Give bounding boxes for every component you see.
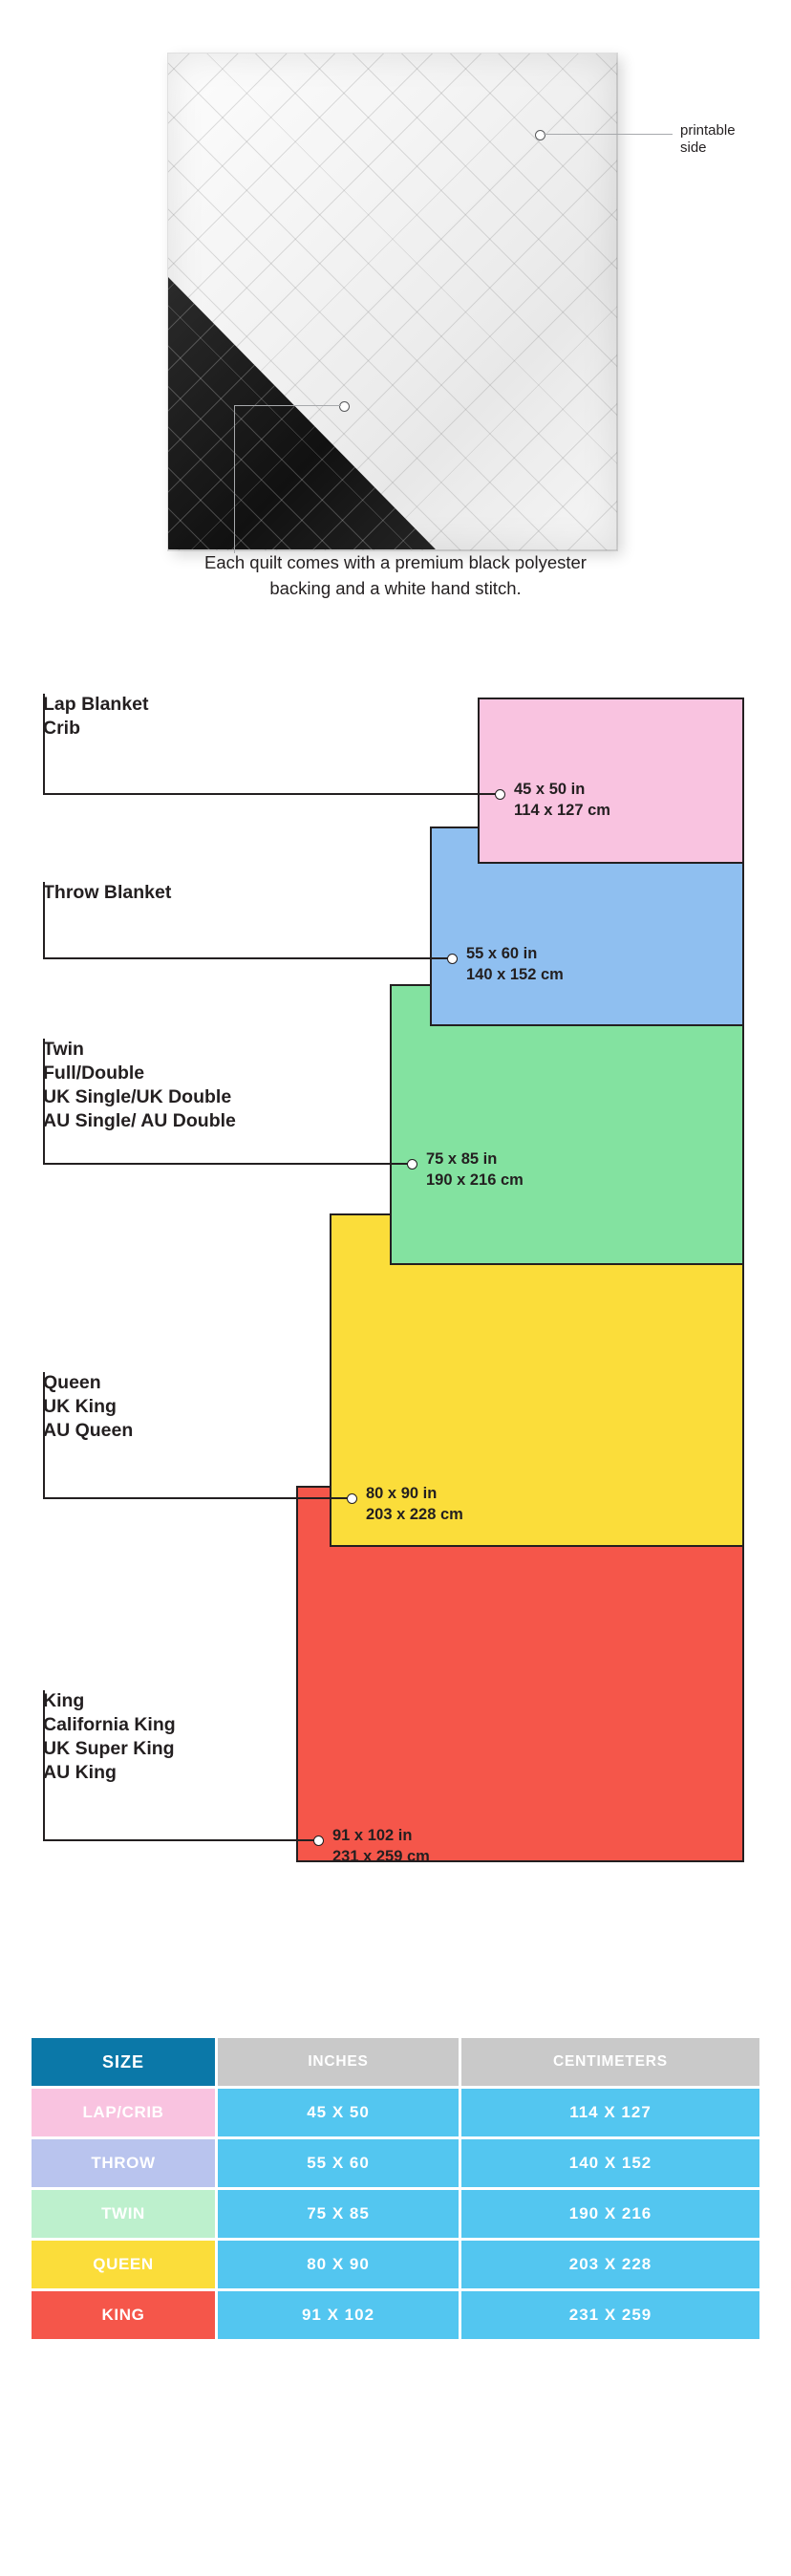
size-comparison-diagram: Lap Blanket Crib 45 x 50 in 114 x 127 cm…: [0, 659, 791, 1978]
table-header-row: SIZE INCHES CENTIMETERS: [32, 2038, 759, 2086]
table-cell-size-queen: QUEEN: [32, 2241, 215, 2288]
size-leader-vertical-twin: [43, 1039, 45, 1164]
size-label-king: King California King UK Super King AU Ki…: [43, 1690, 176, 1783]
quilt-illustration: printable side Each quilt comes with a p…: [0, 0, 791, 598]
printable-side-callout-line: [544, 134, 673, 136]
backing-callout-line-vertical: [234, 405, 236, 553]
size-dim-king-inches: 91 x 102 in: [332, 1827, 413, 1844]
table-header-size: SIZE: [32, 2038, 215, 2086]
table-cell-cm-queen: 203 X 228: [461, 2241, 759, 2288]
quilt-caption-line-1: Each quilt comes with a premium black po…: [204, 552, 587, 572]
size-leader-horizontal-queen: [43, 1497, 348, 1499]
table-cell-size-throw: THROW: [32, 2139, 215, 2187]
size-label-queen: Queen UK King AU Queen: [43, 1372, 134, 1441]
size-label-twin: Twin Full/Double UK Single/UK Double AU …: [43, 1039, 236, 1131]
size-dot-throw: [447, 954, 458, 964]
size-rect-queen: [330, 1213, 744, 1547]
backing-callout-dot: [339, 401, 350, 412]
table-cell-inches-queen: 80 X 90: [218, 2241, 459, 2288]
size-dim-twin-cm: 190 x 216 cm: [426, 1171, 524, 1189]
table-cell-cm-twin: 190 X 216: [461, 2190, 759, 2238]
size-table: SIZE INCHES CENTIMETERS LAP/CRIB 45 X 50…: [29, 2035, 762, 2342]
size-table-element: SIZE INCHES CENTIMETERS LAP/CRIB 45 X 50…: [29, 2035, 762, 2342]
table-cell-inches-crib: 45 X 50: [218, 2089, 459, 2136]
size-dim-throw-cm: 140 x 152 cm: [466, 966, 564, 983]
backing-callout-line-horizontal: [234, 405, 341, 407]
size-dim-queen-cm: 203 x 228 cm: [366, 1506, 463, 1523]
size-label-crib: Lap Blanket Crib: [43, 694, 149, 739]
table-header-inches: INCHES: [218, 2038, 459, 2086]
size-dot-twin: [407, 1159, 417, 1170]
size-rect-crib: [478, 698, 744, 864]
size-leader-horizontal-twin: [43, 1163, 408, 1165]
quilt-caption: Each quilt comes with a premium black po…: [0, 549, 791, 601]
size-dim-crib-inches: 45 x 50 in: [514, 781, 586, 798]
size-leader-vertical-throw: [43, 882, 45, 958]
size-dim-queen-inches: 80 x 90 in: [366, 1485, 438, 1502]
table-row: KING 91 X 102 231 X 259: [32, 2291, 759, 2339]
size-leader-vertical-crib: [43, 694, 45, 794]
table-row: QUEEN 80 X 90 203 X 228: [32, 2241, 759, 2288]
size-dim-king-cm: 231 x 259 cm: [332, 1848, 430, 1865]
size-rect-twin: [390, 984, 744, 1265]
table-row: THROW 55 X 60 140 X 152: [32, 2139, 759, 2187]
table-cell-inches-throw: 55 X 60: [218, 2139, 459, 2187]
size-dot-queen: [347, 1493, 357, 1504]
size-dot-crib: [495, 789, 505, 800]
size-label-throw: Throw Blanket: [43, 882, 172, 903]
size-dim-throw-inches: 55 x 60 in: [466, 945, 538, 962]
size-leader-vertical-queen: [43, 1372, 45, 1498]
size-leader-horizontal-king: [43, 1839, 314, 1841]
table-cell-size-twin: TWIN: [32, 2190, 215, 2238]
printable-side-callout-dot: [535, 130, 545, 140]
table-cell-size-crib: LAP/CRIB: [32, 2089, 215, 2136]
table-row: LAP/CRIB 45 X 50 114 X 127: [32, 2089, 759, 2136]
table-cell-size-king: KING: [32, 2291, 215, 2339]
size-dot-king: [313, 1835, 324, 1846]
size-leader-horizontal-crib: [43, 793, 496, 795]
table-cell-inches-twin: 75 X 85: [218, 2190, 459, 2238]
printable-side-label: printable side: [680, 122, 736, 156]
size-dim-twin-inches: 75 x 85 in: [426, 1150, 498, 1168]
table-cell-inches-king: 91 X 102: [218, 2291, 459, 2339]
quilt-caption-line-2: backing and a white hand stitch.: [269, 578, 522, 598]
table-cell-cm-crib: 114 X 127: [461, 2089, 759, 2136]
table-cell-cm-king: 231 X 259: [461, 2291, 759, 2339]
table-cell-cm-throw: 140 X 152: [461, 2139, 759, 2187]
size-leader-vertical-king: [43, 1690, 45, 1840]
size-dim-crib-cm: 114 x 127 cm: [514, 802, 610, 819]
size-leader-horizontal-throw: [43, 957, 448, 959]
table-header-centimeters: CENTIMETERS: [461, 2038, 759, 2086]
table-row: TWIN 75 X 85 190 X 216: [32, 2190, 759, 2238]
